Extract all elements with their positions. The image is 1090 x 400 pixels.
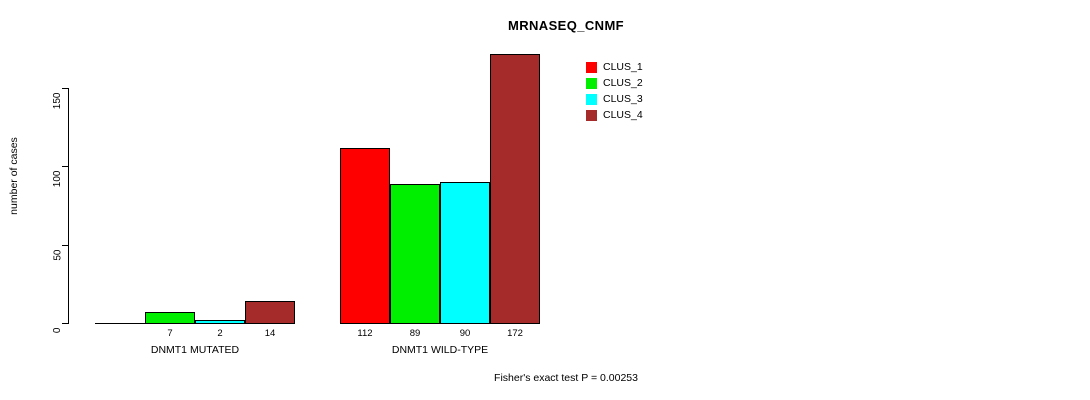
bar-clus_4[interactable] (490, 53, 540, 323)
y-axis-tick-label-wrap: 150 (0, 82, 64, 110)
legend-item[interactable]: CLUS_3 (586, 92, 643, 106)
bar-clus_2[interactable] (145, 312, 195, 323)
y-axis-tick (62, 244, 69, 246)
y-axis-tick (62, 166, 69, 168)
y-axis-tick-label: 0 (52, 327, 64, 334)
group-baseline (340, 323, 540, 324)
y-axis-tick-label-wrap: 50 (0, 239, 64, 260)
bar-value-label: 90 (459, 328, 471, 339)
legend-color-swatch (586, 93, 597, 105)
bar-clus_4[interactable] (245, 301, 295, 323)
statistical-test-annotation: Fisher's exact test P = 0.00253 (494, 372, 638, 384)
bar-value-label: 14 (264, 328, 276, 339)
legend-item-label: CLUS_3 (603, 92, 643, 105)
bar-value-label: 7 (167, 328, 173, 339)
legend-item-label: CLUS_2 (603, 76, 643, 89)
y-axis-tick (62, 323, 69, 324)
y-axis-tick-label: 100 (52, 170, 64, 188)
legend-color-swatch (586, 61, 597, 73)
legend-item[interactable]: CLUS_4 (586, 108, 643, 122)
y-axis-tick (62, 88, 69, 89)
y-axis-line (68, 88, 69, 324)
bar-clus_2[interactable] (390, 183, 440, 323)
bar-value-label: 172 (507, 328, 523, 339)
bar-value-label: 112 (357, 328, 373, 339)
legend: CLUS_1 CLUS_2 CLUS_3 CLUS_4 (586, 60, 643, 124)
legend-item-label: CLUS_1 (603, 60, 643, 73)
legend-item-label: CLUS_4 (603, 108, 643, 121)
y-axis-tick-label: 50 (52, 249, 64, 261)
bar-value-label: 2 (217, 328, 223, 339)
group-baseline (95, 323, 295, 324)
chart-title: MRNASEQ_CNMF (507, 18, 625, 33)
bar-clus_1[interactable] (340, 147, 390, 323)
group-axis-label: DNMT1 WILD-TYPE (391, 344, 489, 356)
bar-clus_3[interactable] (195, 319, 245, 323)
group-axis-label: DNMT1 MUTATED (150, 344, 240, 356)
y-axis-tick-label: 150 (52, 92, 64, 110)
y-axis-tick-label-wrap: 0 (0, 317, 64, 334)
legend-item[interactable]: CLUS_1 (586, 60, 643, 74)
y-axis-title: number of cases (8, 137, 20, 215)
legend-item[interactable]: CLUS_2 (586, 76, 643, 90)
bar-clus_3[interactable] (440, 182, 490, 323)
bar-value-label: 89 (409, 328, 421, 339)
legend-color-swatch (586, 109, 597, 121)
legend-color-swatch (586, 77, 597, 89)
